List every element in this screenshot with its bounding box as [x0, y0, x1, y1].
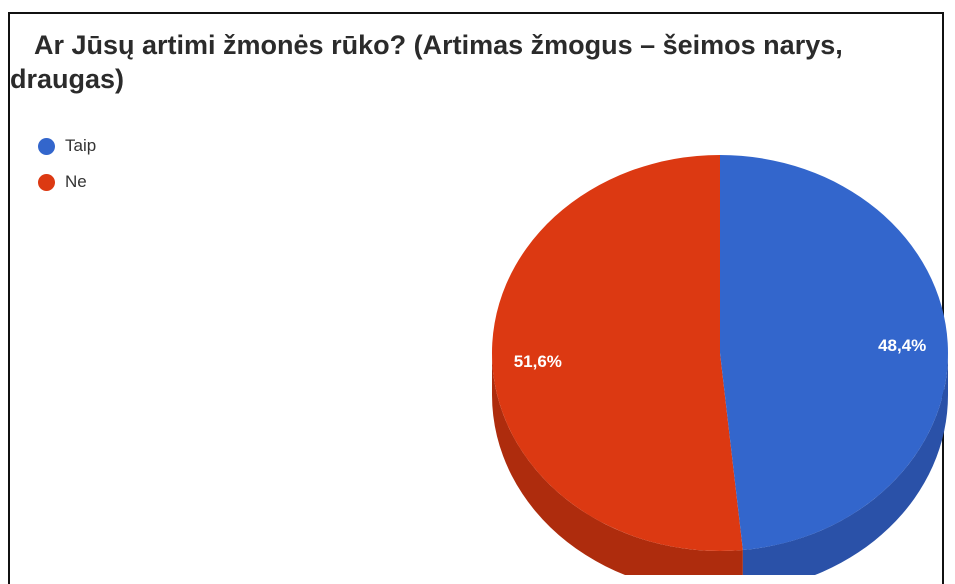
- legend-label-ne: Ne: [65, 172, 87, 191]
- legend-label-taip: Taip: [65, 136, 97, 155]
- pie-slice-ne[interactable]: [491, 154, 743, 551]
- chart-legend: Taip Ne: [38, 128, 96, 200]
- legend-swatch-ne: [38, 173, 55, 191]
- slice-label-taip: 48,4%: [878, 336, 926, 355]
- pie-side-taip: [742, 353, 948, 575]
- pie-slice-taip[interactable]: [720, 155, 948, 550]
- legend-swatch-taip: [38, 137, 55, 155]
- chart-title: Ar Jūsų artimi žmonės rūko? (Artimas žmo…: [10, 30, 843, 94]
- legend-item-ne[interactable]: Ne: [38, 164, 96, 200]
- legend-item-taip[interactable]: Taip: [38, 128, 96, 164]
- pie-side-ne: [492, 353, 743, 575]
- slice-label-ne: 51,6%: [514, 352, 562, 371]
